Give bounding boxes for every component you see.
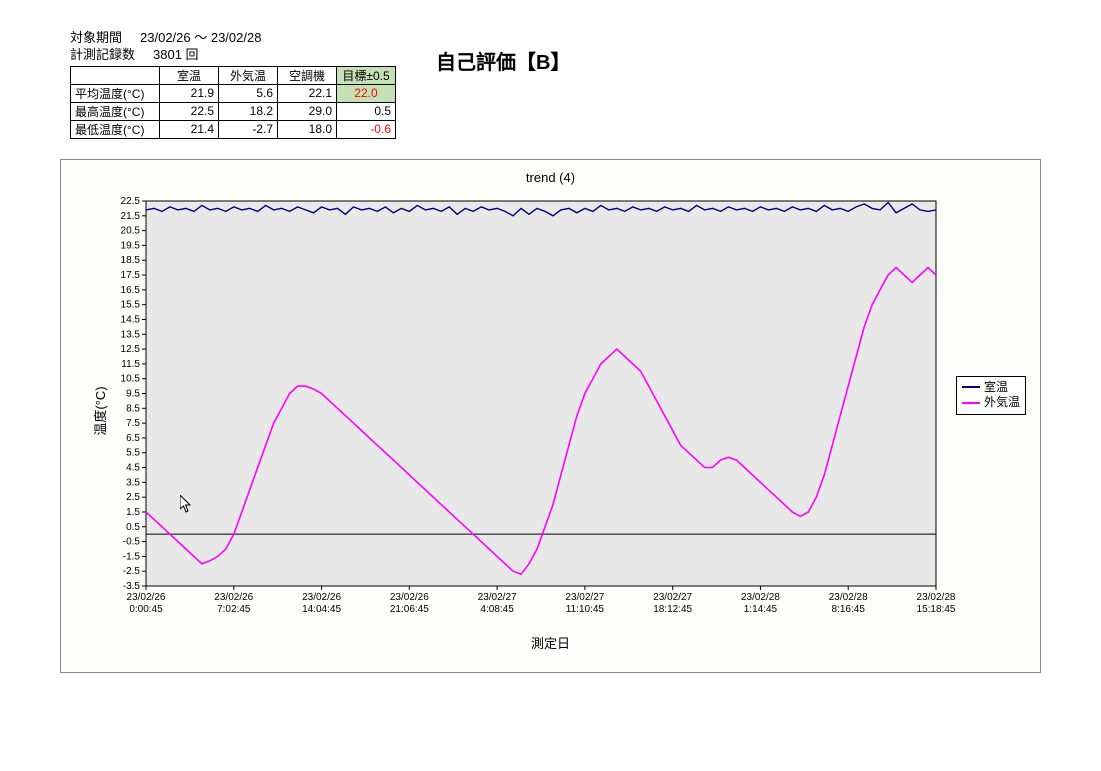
svg-text:23/02/28: 23/02/28 xyxy=(917,592,956,603)
legend-swatch xyxy=(962,386,980,388)
svg-text:23/02/26: 23/02/26 xyxy=(390,592,429,603)
svg-text:4:08:45: 4:08:45 xyxy=(480,604,514,615)
svg-text:3.5: 3.5 xyxy=(126,477,140,488)
table-row: 平均温度(°C)21.95.622.122.0 xyxy=(71,84,396,102)
row-label-cell: 平均温度(°C) xyxy=(71,84,160,102)
data-cell: 22.5 xyxy=(160,102,219,120)
chart-body: 温度(°C) -3.5 -2.5 -1.5 -0.5 0.5 1.5 2.5 3.5 4.5 5.… xyxy=(71,191,1030,631)
svg-text:0:00:45: 0:00:45 xyxy=(129,604,163,615)
svg-text:0.5: 0.5 xyxy=(126,522,140,533)
svg-text:17.5: 17.5 xyxy=(121,270,141,281)
self-evaluation-title: 自己評価【B】 xyxy=(436,46,570,75)
meta-and-stats: 対象期間 23/02/26 ～ 23/02/28 計測記録数 3801 回 室温… xyxy=(70,30,396,139)
svg-text:14:04:45: 14:04:45 xyxy=(302,604,341,615)
data-cell: 21.4 xyxy=(160,120,219,138)
row-label-cell: 最高温度(°C) xyxy=(71,102,160,120)
svg-text:1:14:45: 1:14:45 xyxy=(744,604,778,615)
svg-text:-3.5: -3.5 xyxy=(123,581,141,592)
svg-text:20.5: 20.5 xyxy=(121,225,141,236)
data-cell: 21.9 xyxy=(160,84,219,102)
svg-text:16.5: 16.5 xyxy=(121,285,141,296)
svg-text:14.5: 14.5 xyxy=(121,314,141,325)
legend-label: 室温 xyxy=(984,380,1008,396)
stats-header-cell xyxy=(71,66,160,84)
count-value: 3801 回 xyxy=(153,47,199,64)
svg-text:23/02/26: 23/02/26 xyxy=(127,592,166,603)
data-cell: 22.1 xyxy=(278,84,337,102)
count-label: 計測記録数 xyxy=(70,47,135,64)
svg-text:4.5: 4.5 xyxy=(126,462,140,473)
svg-text:21:06:45: 21:06:45 xyxy=(390,604,429,615)
chart-title: trend (4) xyxy=(71,170,1030,185)
svg-text:13.5: 13.5 xyxy=(121,329,141,340)
table-row: 最低温度(°C)21.4-2.718.0-0.6 xyxy=(71,120,396,138)
svg-text:1.5: 1.5 xyxy=(126,507,140,518)
svg-text:15.5: 15.5 xyxy=(121,299,141,310)
svg-text:8:16:45: 8:16:45 xyxy=(832,604,866,615)
svg-text:8.5: 8.5 xyxy=(126,403,140,414)
svg-text:23/02/27: 23/02/27 xyxy=(653,592,692,603)
svg-text:15:18:45: 15:18:45 xyxy=(917,604,956,615)
target-cell: 22.0 xyxy=(337,84,396,102)
svg-text:11:10:45: 11:10:45 xyxy=(566,604,605,615)
header-area: 対象期間 23/02/26 ～ 23/02/28 計測記録数 3801 回 室温… xyxy=(70,30,1061,139)
legend-item: 外気温 xyxy=(962,395,1020,411)
x-axis-label: 測定日 xyxy=(71,633,1030,652)
svg-text:7.5: 7.5 xyxy=(126,418,140,429)
svg-text:23/02/27: 23/02/27 xyxy=(565,592,604,603)
svg-text:23/02/28: 23/02/28 xyxy=(741,592,780,603)
svg-text:23/02/27: 23/02/27 xyxy=(478,592,517,603)
chart-legend: 室温外気温 xyxy=(956,376,1026,415)
svg-text:6.5: 6.5 xyxy=(126,433,140,444)
svg-text:2.5: 2.5 xyxy=(126,492,140,503)
period-label: 対象期間 xyxy=(70,30,122,47)
period-row: 対象期間 23/02/26 ～ 23/02/28 xyxy=(70,30,396,47)
line-chart: -3.5 -2.5 -1.5 -0.5 0.5 1.5 2.5 3.5 4.5 5.5 6.5 7.5… xyxy=(71,191,1051,631)
data-cell: 29.0 xyxy=(278,102,337,120)
svg-text:12.5: 12.5 xyxy=(121,344,141,355)
legend-label: 外気温 xyxy=(984,395,1020,411)
stats-header-cell: 室温 xyxy=(160,66,219,84)
data-cell: -2.7 xyxy=(219,120,278,138)
stats-header-cell: 外気温 xyxy=(219,66,278,84)
legend-swatch xyxy=(962,402,980,404)
svg-text:11.5: 11.5 xyxy=(121,359,140,370)
chart-container: trend (4) 温度(°C) -3.5 -2.5 -1.5 -0.5 0.5 1.5 2… xyxy=(60,159,1041,673)
target-cell: -0.6 xyxy=(337,120,396,138)
svg-text:19.5: 19.5 xyxy=(121,240,141,251)
stats-header-cell: 目標±0.5 xyxy=(337,66,396,84)
svg-text:18:12:45: 18:12:45 xyxy=(653,604,692,615)
svg-text:23/02/26: 23/02/26 xyxy=(214,592,253,603)
svg-text:5.5: 5.5 xyxy=(126,448,140,459)
data-cell: 5.6 xyxy=(219,84,278,102)
svg-text:-0.5: -0.5 xyxy=(123,536,141,547)
stats-header-cell: 空調機 xyxy=(278,66,337,84)
svg-text:23/02/28: 23/02/28 xyxy=(829,592,868,603)
svg-text:10.5: 10.5 xyxy=(121,373,141,384)
svg-text:7:02:45: 7:02:45 xyxy=(217,604,251,615)
legend-item: 室温 xyxy=(962,380,1020,396)
y-axis-label: 温度(°C) xyxy=(90,386,109,435)
svg-text:9.5: 9.5 xyxy=(126,388,140,399)
table-row: 最高温度(°C)22.518.229.00.5 xyxy=(71,102,396,120)
count-row: 計測記録数 3801 回 xyxy=(70,47,396,64)
svg-text:21.5: 21.5 xyxy=(121,211,141,222)
period-value: 23/02/26 ～ 23/02/28 xyxy=(140,30,261,47)
svg-text:-2.5: -2.5 xyxy=(123,566,141,577)
svg-text:22.5: 22.5 xyxy=(121,196,141,207)
target-cell: 0.5 xyxy=(337,102,396,120)
data-cell: 18.2 xyxy=(219,102,278,120)
svg-text:23/02/26: 23/02/26 xyxy=(302,592,341,603)
data-cell: 18.0 xyxy=(278,120,337,138)
row-label-cell: 最低温度(°C) xyxy=(71,120,160,138)
stats-table: 室温外気温空調機目標±0.5 平均温度(°C)21.95.622.122.0最高… xyxy=(70,66,396,139)
svg-text:18.5: 18.5 xyxy=(121,255,141,266)
svg-text:-1.5: -1.5 xyxy=(123,551,141,562)
